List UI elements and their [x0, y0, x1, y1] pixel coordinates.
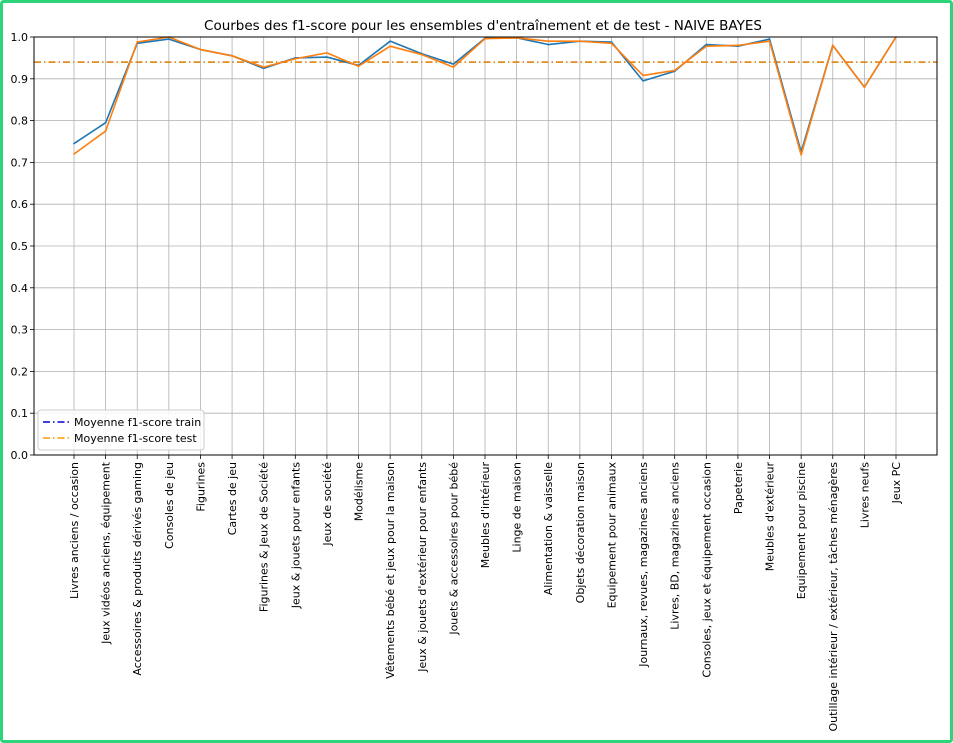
x-tick-label: Figurines [194, 462, 207, 512]
data-point-test [199, 48, 202, 51]
y-tick-label: 0.3 [11, 324, 29, 337]
data-point-test [579, 40, 581, 42]
x-tick-label: Meubles d'intérieur [479, 462, 492, 569]
x-tick-label: Modélisme [353, 462, 366, 522]
x-tick-label: Objets décoration maison [574, 462, 587, 603]
x-tick-label: Papeterie [732, 462, 745, 514]
data-point-test [136, 41, 139, 43]
x-tick-label: Alimentation & vaisselle [542, 462, 555, 595]
data-point-test [768, 40, 771, 42]
x-tick-label: Linge de maison [511, 462, 524, 553]
data-point-train [705, 43, 708, 46]
data-point-test [452, 66, 455, 68]
series-lines [73, 36, 897, 156]
data-point-test [294, 57, 297, 60]
x-tick-label: Vêtements bébé et jeux pour la maison [384, 462, 397, 679]
x-tick-label: Journaux, revues, magazines anciens [637, 462, 650, 668]
data-point-test [326, 52, 328, 54]
data-point-test [484, 37, 486, 40]
data-point-test [231, 55, 233, 57]
y-tick-label: 0.8 [11, 115, 29, 128]
x-tick-label: Outillage intérieur / extérieur, tâches … [827, 462, 840, 732]
y-tick-label: 0.0 [11, 449, 29, 462]
y-tick-label: 0.2 [11, 365, 29, 378]
y-tick-label: 0.6 [11, 198, 29, 211]
legend-box [37, 409, 205, 451]
data-point-train [73, 142, 75, 145]
data-point-test [737, 44, 739, 47]
data-point-test [357, 65, 360, 68]
x-tick-label: Jouets & accessoires pour bébé [447, 462, 460, 636]
x-tick-label: Jeux & jouets d'extérieur pour enfants [416, 462, 429, 673]
y-tick-label: 0.1 [11, 407, 29, 420]
data-point-test [547, 40, 550, 42]
data-point-test [673, 69, 676, 72]
x-tick-label: Livres anciens / occasion [68, 462, 81, 599]
data-point-test [610, 42, 613, 45]
data-point-train [768, 38, 771, 40]
x-tick-label: Equipement pour animaux [605, 462, 618, 609]
data-point-train [262, 67, 265, 70]
data-point-test [642, 74, 644, 77]
x-axis: Livres anciens / occasion Jeux vidéos anc… [68, 455, 903, 732]
grid-layer [34, 36, 937, 456]
x-tick-label: Livres neufs [858, 462, 871, 529]
x-tick-label: Jeux de société [321, 462, 334, 547]
y-tick-label: 0.9 [11, 73, 29, 86]
x-tick-label: Consoles, jeux et équipement occasion [700, 462, 713, 678]
data-point-train [610, 41, 613, 43]
chart-title: Courbes des f1-score pour les ensembles … [204, 18, 762, 34]
data-point-test [800, 154, 802, 156]
x-tick-label: Cartes de jeu [226, 462, 239, 535]
data-point-train [452, 63, 455, 65]
x-tick-label: Livres, BD, magazines anciens [669, 462, 682, 630]
data-point-test [262, 66, 265, 68]
data-point-train [326, 56, 328, 58]
data-point-test [705, 45, 708, 47]
data-point-train [547, 43, 550, 46]
data-point-test [863, 86, 866, 88]
data-point-train [168, 38, 170, 40]
x-tick-label: Figurines & Jeux de Société [258, 462, 271, 612]
x-tick-label: Jeux PC [890, 462, 903, 505]
y-tick-label: 0.5 [11, 240, 29, 253]
data-point-train [104, 121, 107, 124]
y-tick-label: 0.7 [11, 156, 29, 169]
x-tick-label: Meubles d'extérieur [764, 462, 777, 572]
data-point-train [389, 40, 391, 42]
data-point-test [389, 45, 391, 47]
x-tick-label: Accessoires & produits dérivés gaming [131, 462, 144, 676]
y-tick-label: 1.0 [11, 31, 29, 44]
data-point-test [831, 44, 834, 47]
x-tick-label: Jeux vidéos anciens, équipement [100, 461, 113, 645]
y-tick-label: 0.4 [11, 282, 29, 295]
y-axis: 0.0 0.1 0.2 0.3 0.4 0.5 0.6 0.7 0.8 0.9 1.0 [11, 31, 34, 462]
x-tick-label: Jeux & jouets pour enfants [289, 462, 302, 609]
legend-label-mean-test: Moyenne f1-score test [74, 432, 197, 445]
x-tick-label: Consoles de jeu [163, 462, 176, 549]
legend-label-mean-train: Moyenne f1-score train [74, 416, 201, 429]
data-point-test [104, 130, 107, 132]
data-point-train [642, 80, 644, 82]
data-point-test [73, 153, 75, 155]
legend: Moyenne f1-score train Moyenne f1-score … [37, 409, 205, 451]
data-point-test [420, 53, 423, 56]
x-tick-label: Equipement pour piscine [795, 462, 808, 600]
